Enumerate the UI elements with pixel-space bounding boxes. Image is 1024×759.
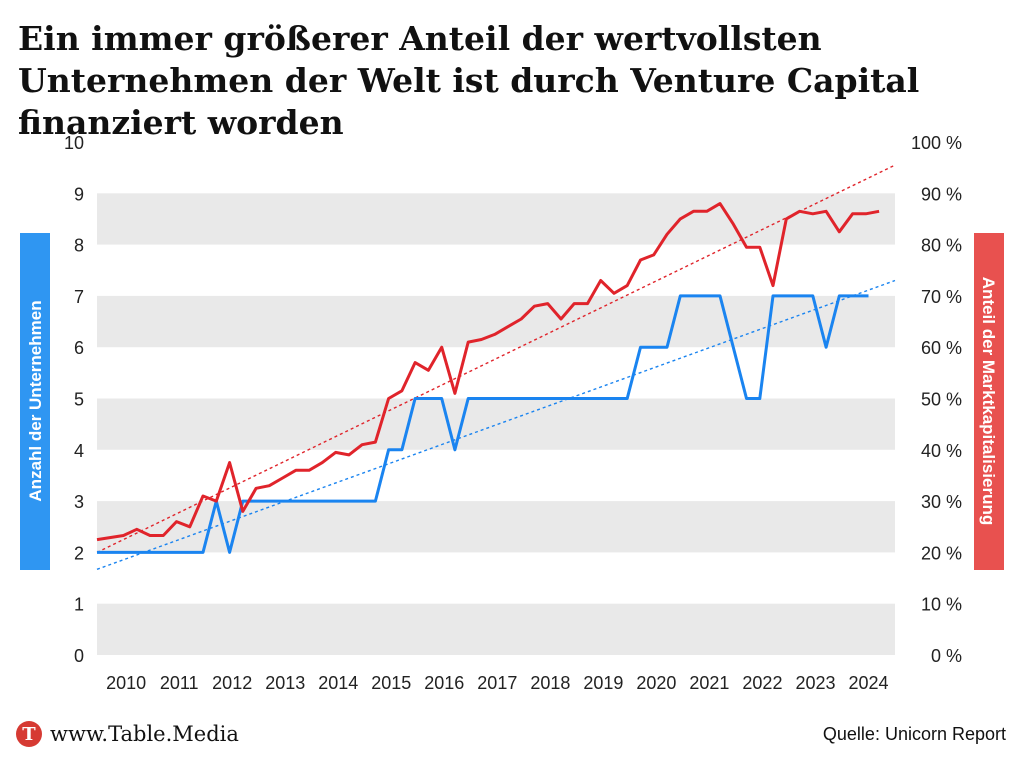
x-tick-label: 2024 bbox=[848, 673, 888, 693]
grid-bands bbox=[97, 193, 895, 655]
y-axis-left-ticks: 0 1 2 3 4 5 6 7 8 9 10 bbox=[64, 133, 84, 666]
footer-source: Quelle: Unicorn Report bbox=[822, 724, 1006, 744]
trendline-right bbox=[96, 164, 896, 554]
chart-title: Ein immer größerer Anteil der wertvollst… bbox=[18, 19, 920, 142]
series-line-left bbox=[97, 294, 869, 554]
y-left-tick-label: 3 bbox=[74, 492, 84, 512]
y-right-tick-label: 10 % bbox=[921, 595, 962, 615]
y-left-tick-label: 9 bbox=[74, 184, 84, 204]
grid-band bbox=[97, 193, 895, 245]
grid-band bbox=[97, 295, 895, 348]
y-left-tick-label: 1 bbox=[74, 595, 84, 615]
x-tick-label: 2021 bbox=[689, 673, 729, 693]
x-axis-ticks: 2010 2011 2012 2013 2014 2015 2016 2017 2018 2019… bbox=[106, 673, 888, 693]
series-lines bbox=[96, 202, 880, 554]
series-line-right bbox=[96, 202, 880, 542]
x-tick-label: 2011 bbox=[160, 673, 199, 693]
x-tick-label: 2019 bbox=[583, 673, 623, 693]
x-tick-label: 2016 bbox=[424, 673, 464, 693]
y-axis-right-label-text: Anteil der Marktkapitalisierung bbox=[979, 277, 998, 525]
y-left-tick-label: 8 bbox=[74, 236, 84, 256]
footer-brand-text: www.Table.Media bbox=[50, 722, 239, 746]
x-tick-label: 2022 bbox=[742, 673, 782, 693]
y-right-tick-label: 80 % bbox=[921, 236, 962, 256]
y-right-tick-label: 20 % bbox=[921, 543, 962, 563]
x-tick-label: 2017 bbox=[477, 673, 517, 693]
table-media-logo-icon: T bbox=[16, 721, 42, 747]
x-tick-label: 2023 bbox=[795, 673, 835, 693]
trendlines bbox=[96, 164, 896, 570]
x-tick-label: 2018 bbox=[530, 673, 570, 693]
y-right-tick-label: 40 % bbox=[921, 441, 962, 461]
y-left-tick-label: 0 bbox=[74, 646, 84, 666]
footer-brand[interactable]: T www.Table.Media bbox=[16, 720, 239, 748]
y-right-tick-label: 100 % bbox=[911, 133, 962, 153]
y-right-tick-label: 70 % bbox=[921, 287, 962, 307]
y-left-tick-label: 4 bbox=[74, 441, 84, 461]
y-left-tick-label: 5 bbox=[74, 390, 84, 410]
x-tick-label: 2013 bbox=[265, 673, 305, 693]
y-left-tick-label: 2 bbox=[74, 543, 84, 563]
y-axis-left-label-text: Anzahl der Unternehmen bbox=[26, 300, 45, 501]
y-axis-right-ticks: 0 % 10 % 20 % 30 % 40 % 50 % 60 % 70 % 80 % 90 % 1… bbox=[911, 133, 962, 666]
grid-band bbox=[97, 501, 895, 553]
x-tick-label: 2020 bbox=[636, 673, 676, 693]
y-left-tick-label: 10 bbox=[64, 133, 84, 153]
y-left-tick-label: 6 bbox=[74, 338, 84, 358]
grid-band bbox=[97, 603, 895, 655]
y-right-tick-label: 90 % bbox=[921, 184, 962, 204]
x-tick-label: 2010 bbox=[106, 673, 146, 693]
x-tick-label: 2014 bbox=[318, 673, 358, 693]
y-left-tick-label: 7 bbox=[74, 287, 84, 307]
grid-band bbox=[97, 398, 895, 450]
y-right-tick-label: 60 % bbox=[921, 338, 962, 358]
y-axis-left-label: Anzahl der Unternehmen bbox=[20, 233, 50, 570]
y-right-tick-label: 50 % bbox=[921, 390, 962, 410]
y-right-tick-label: 0 % bbox=[931, 646, 962, 666]
x-tick-label: 2012 bbox=[212, 673, 252, 693]
x-tick-label: 2015 bbox=[371, 673, 411, 693]
y-axis-right-label: Anteil der Marktkapitalisierung bbox=[974, 233, 1004, 570]
y-right-tick-label: 30 % bbox=[921, 492, 962, 512]
